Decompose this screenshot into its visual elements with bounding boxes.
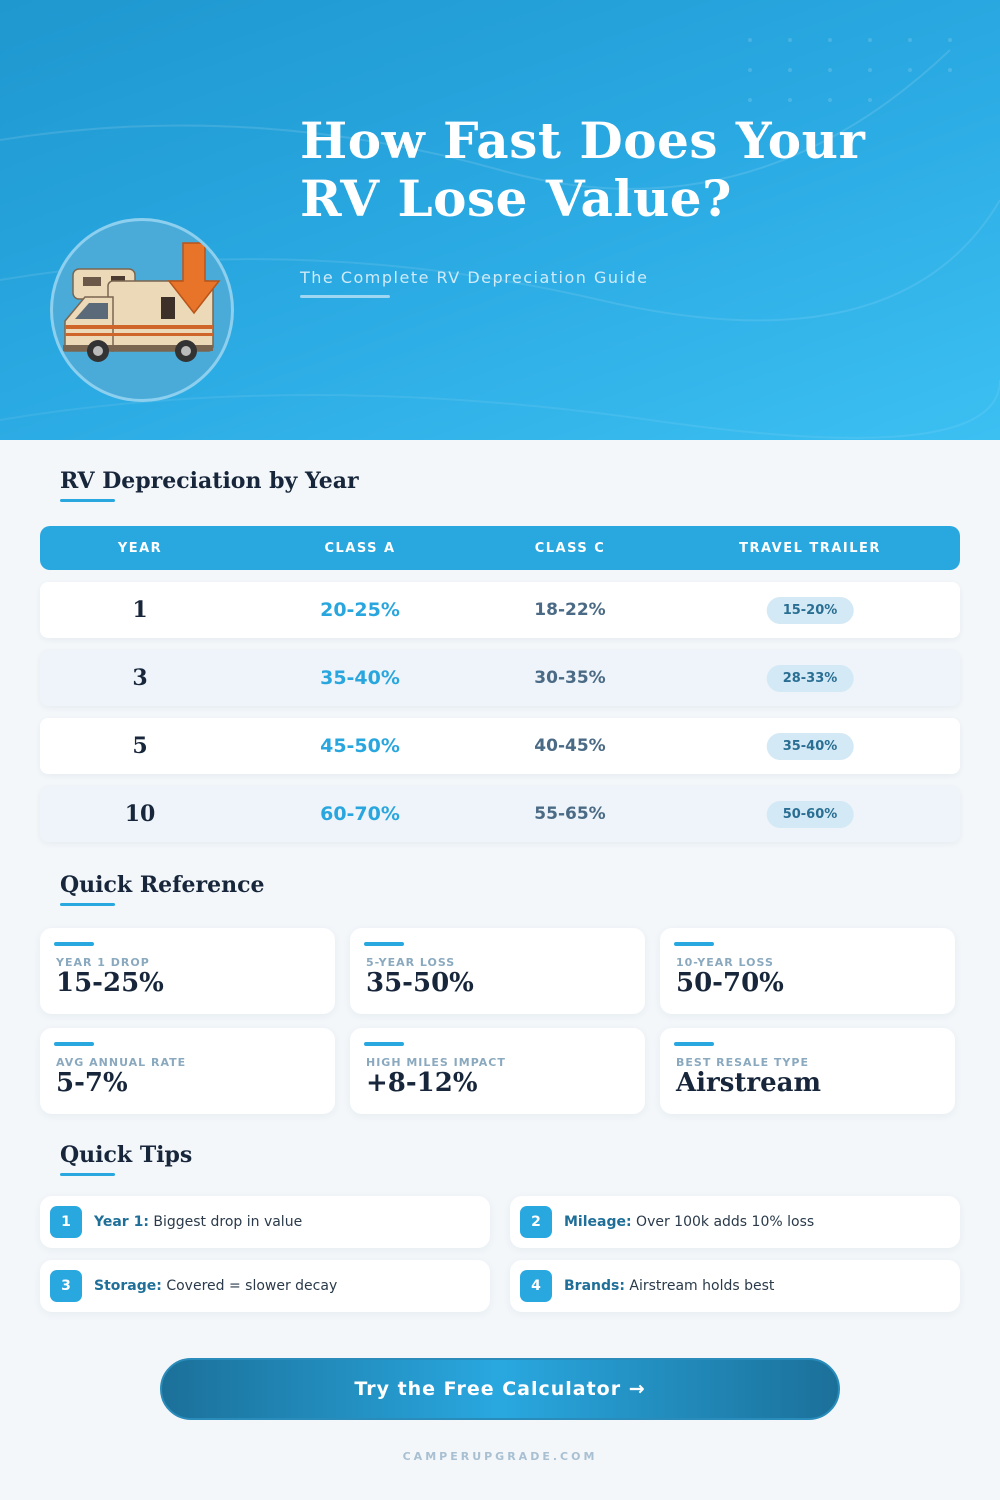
tip-item: 4 Brands: Airstream holds best — [510, 1260, 960, 1312]
section-underline — [60, 499, 115, 502]
table-row: 1 20-25% 18-22% 15-20% — [40, 582, 960, 638]
tip-text: Storage: Covered = slower decay — [94, 1278, 337, 1294]
tip-text: Mileage: Over 100k adds 10% loss — [564, 1214, 814, 1230]
free-calculator-button[interactable]: Try the Free Calculator → — [160, 1358, 840, 1420]
card-accent — [54, 942, 94, 946]
page-subtitle: The Complete RV Depreciation Guide — [300, 268, 649, 287]
tip-label: Mileage: — [564, 1214, 632, 1230]
title-line-1: How Fast Does Your — [300, 111, 866, 170]
title-line-2: RV Lose Value? — [300, 169, 732, 228]
hero-banner: How Fast Does Your RV Lose Value? The Co… — [0, 0, 1000, 440]
page-title: How Fast Does Your RV Lose Value? — [300, 112, 865, 228]
stat-label: 5-YEAR LOSS — [366, 956, 456, 969]
cell-year: 3 — [132, 665, 148, 691]
stat-value: 15-25% — [56, 968, 164, 998]
cell-year: 5 — [132, 733, 148, 759]
table-header: YEAR CLASS A CLASS C TRAVEL TRAILER — [40, 526, 960, 570]
cell-class-a: 60-70% — [320, 803, 400, 825]
section-underline — [60, 903, 115, 906]
stat-card: HIGH MILES IMPACT +8-12% — [350, 1028, 645, 1114]
stat-value: +8-12% — [366, 1068, 478, 1098]
stat-card: AVG ANNUAL RATE 5-7% — [40, 1028, 335, 1114]
quick-tips-title: Quick Tips — [60, 1142, 193, 1168]
stat-card: 10-YEAR LOSS 50-70% — [660, 928, 955, 1014]
tip-label: Brands: — [564, 1278, 625, 1294]
card-accent — [54, 1042, 94, 1046]
value-badge: 28-33% — [766, 664, 854, 692]
value-badge: 35-40% — [766, 732, 854, 760]
tip-label: Storage: — [94, 1278, 162, 1294]
cell-year: 1 — [132, 597, 148, 623]
tip-number: 2 — [520, 1206, 552, 1238]
table-row: 5 45-50% 40-45% 35-40% — [40, 718, 960, 774]
cell-travel-trailer: 15-20% — [766, 582, 854, 638]
card-accent — [674, 1042, 714, 1046]
tip-item: 3 Storage: Covered = slower decay — [40, 1260, 490, 1312]
stat-label: HIGH MILES IMPACT — [366, 1056, 506, 1069]
cell-travel-trailer: 28-33% — [766, 650, 854, 706]
cell-year: 10 — [124, 801, 156, 827]
cell-travel-trailer: 35-40% — [766, 718, 854, 774]
cell-class-c: 18-22% — [534, 600, 606, 620]
stat-value: Airstream — [676, 1068, 821, 1098]
card-accent — [364, 1042, 404, 1046]
cell-class-a: 20-25% — [320, 599, 400, 621]
stat-card: 5-YEAR LOSS 35-50% — [350, 928, 645, 1014]
stat-value: 35-50% — [366, 968, 474, 998]
tip-number: 3 — [50, 1270, 82, 1302]
rv-with-down-arrow-icon — [50, 218, 234, 402]
header-class-c: CLASS C — [534, 540, 606, 556]
header-year: YEAR — [117, 540, 163, 556]
stat-label: AVG ANNUAL RATE — [56, 1056, 187, 1069]
stat-value: 50-70% — [676, 968, 784, 998]
footer-site-link[interactable]: CAMPERUPGRADE.COM — [402, 1450, 598, 1463]
tip-item: 2 Mileage: Over 100k adds 10% loss — [510, 1196, 960, 1248]
stat-card: YEAR 1 DROP 15-25% — [40, 928, 335, 1014]
stat-label: 10-YEAR LOSS — [676, 956, 774, 969]
section-underline — [60, 1173, 115, 1176]
tip-text: Year 1: Biggest drop in value — [94, 1214, 302, 1230]
cell-travel-trailer: 50-60% — [766, 786, 854, 842]
table-row: 3 35-40% 30-35% 28-33% — [40, 650, 960, 706]
value-badge: 15-20% — [766, 596, 854, 624]
stat-card: BEST RESALE TYPE Airstream — [660, 1028, 955, 1114]
tip-label: Year 1: — [94, 1214, 149, 1230]
subtitle-underline — [300, 295, 390, 298]
header-travel-trailer: TRAVEL TRAILER — [739, 540, 881, 556]
tip-body: Biggest drop in value — [153, 1214, 303, 1230]
value-badge: 50-60% — [766, 800, 854, 828]
cell-class-c: 55-65% — [534, 804, 606, 824]
tip-body: Airstream holds best — [629, 1278, 775, 1294]
cell-class-a: 35-40% — [320, 667, 400, 689]
tip-body: Covered = slower decay — [166, 1278, 338, 1294]
stat-label: YEAR 1 DROP — [56, 956, 150, 969]
table-row: 10 60-70% 55-65% 50-60% — [40, 786, 960, 842]
card-accent — [364, 942, 404, 946]
table-section-title: RV Depreciation by Year — [60, 468, 359, 494]
stat-value: 5-7% — [56, 1068, 128, 1098]
header-class-a: CLASS A — [324, 540, 396, 556]
cell-class-a: 45-50% — [320, 735, 400, 757]
tip-item: 1 Year 1: Biggest drop in value — [40, 1196, 490, 1248]
tip-text: Brands: Airstream holds best — [564, 1278, 774, 1294]
card-accent — [674, 942, 714, 946]
tip-body: Over 100k adds 10% loss — [636, 1214, 815, 1230]
tip-number: 1 — [50, 1206, 82, 1238]
tip-number: 4 — [520, 1270, 552, 1302]
stat-label: BEST RESALE TYPE — [676, 1056, 809, 1069]
cell-class-c: 40-45% — [534, 736, 606, 756]
cell-class-c: 30-35% — [534, 668, 606, 688]
quick-reference-title: Quick Reference — [60, 872, 265, 898]
